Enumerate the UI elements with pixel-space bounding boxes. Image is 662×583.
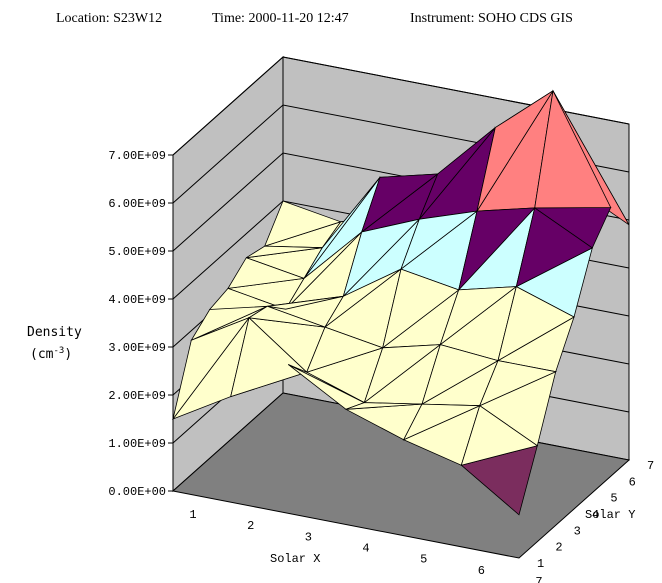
z-tick-label: 3.00E+09	[108, 341, 166, 355]
surface-facet	[246, 245, 323, 259]
surface-facet	[288, 364, 365, 403]
surface-facet	[324, 268, 402, 328]
z-axis-unit-close: )	[64, 347, 72, 362]
z-axis-unit-base: (cm	[30, 347, 54, 362]
y-tick-label: 1	[537, 557, 544, 571]
z-tick-label: 6.00E+09	[108, 197, 166, 211]
surface-facet	[421, 344, 500, 405]
z-tick-label: 2.00E+09	[108, 389, 166, 403]
z-axis-ticks: 0.00E+00 1.00E+09 2.00E+09 3.00E+09 4.00E+09…	[108, 149, 173, 499]
z-gridline	[172, 56, 630, 156]
surface-facet	[534, 89, 612, 209]
surface-facet	[247, 305, 326, 328]
y-tick-label: 6	[629, 475, 636, 489]
surface-facet	[360, 173, 439, 234]
x-tick-label: 1	[189, 508, 196, 522]
y-tick-label: 4	[592, 508, 599, 522]
y-tick-label: 5	[610, 492, 617, 506]
y-tick-label: 2	[555, 541, 562, 555]
surface-facet	[264, 200, 342, 247]
instrument-label: Instrument: SOHO CDS GIS	[410, 11, 573, 26]
surface-facet	[400, 210, 479, 271]
density-surface	[171, 89, 630, 516]
z-axis-unit-exponent: -3	[53, 346, 64, 356]
surface-facet	[230, 317, 308, 398]
surface-facet	[306, 326, 384, 373]
surface-facet	[515, 207, 594, 288]
surface-facet	[342, 218, 421, 297]
location-label: Location: S23W12	[56, 11, 163, 26]
time-label: Time: 2000-11-20 12:47	[212, 11, 349, 26]
surface-facet	[457, 207, 536, 292]
surface-facet	[476, 90, 554, 212]
surface-facet	[285, 231, 362, 310]
x-tick-label: 3	[305, 530, 312, 544]
surface-facet	[172, 316, 251, 420]
surface-facet	[363, 344, 442, 404]
y-axis-title: Solar Y	[585, 508, 635, 522]
surface-facet	[402, 403, 480, 441]
surface-facet	[303, 177, 381, 279]
surface-facet	[478, 360, 558, 407]
surface-facet	[418, 127, 496, 220]
surface-facet	[439, 286, 518, 346]
x-tick-label: 4	[362, 542, 369, 556]
z-tick-label: 4.00E+09	[108, 293, 166, 307]
surface-facet	[267, 295, 344, 310]
x-axis-ticks: 1 2 3 4 5 6 7	[189, 508, 542, 583]
surface-facet	[460, 405, 539, 466]
floor-plane	[171, 392, 631, 559]
x-tick-label: 6	[478, 564, 485, 578]
y-tick-label: 7	[647, 459, 654, 473]
z-tick-label: 1.00E+09	[108, 437, 166, 451]
z-tick-label: 7.00E+09	[108, 149, 166, 163]
y-tick-label: 3	[574, 524, 581, 538]
x-axis-title: Solar X	[270, 552, 320, 566]
surface-facet	[190, 305, 268, 342]
surface-facet	[227, 257, 305, 289]
surface-facet	[345, 402, 423, 410]
z-tick-label: 0.00E+00	[108, 485, 166, 499]
x-tick-label: 7	[535, 575, 542, 583]
x-tick-label: 2	[247, 519, 254, 533]
z-axis-title: Density	[27, 325, 82, 340]
z-tick-label: 5.00E+09	[108, 245, 166, 259]
x-tick-label: 5	[420, 553, 427, 567]
surface-facet	[497, 286, 575, 362]
surface-facet	[382, 268, 460, 349]
z-axis-unit: (cm-3)	[30, 346, 72, 362]
